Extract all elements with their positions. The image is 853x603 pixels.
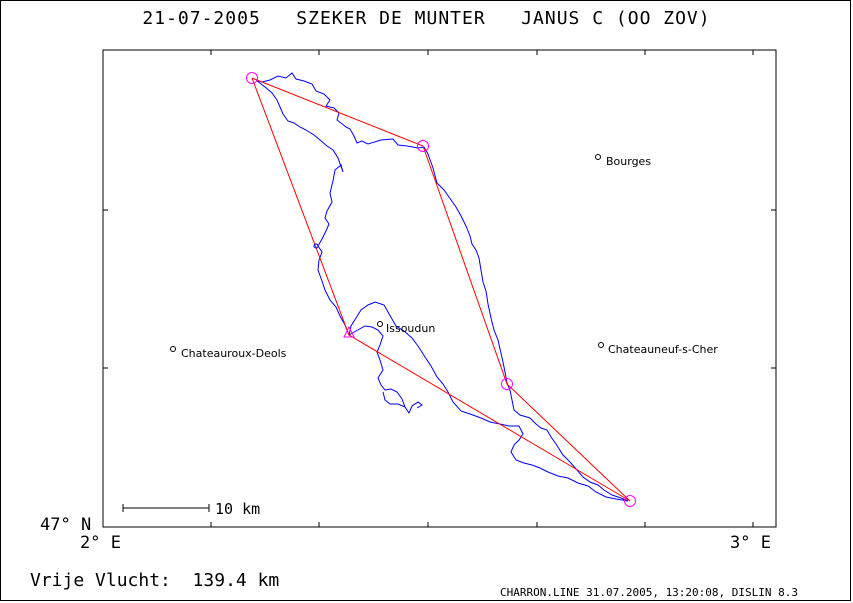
task-route bbox=[252, 78, 630, 501]
latitude-label: 47° N bbox=[40, 515, 91, 535]
city-marker-chateauroux bbox=[171, 347, 176, 352]
city-label-bourges: Bourges bbox=[606, 155, 651, 168]
scale-label: 10 km bbox=[215, 500, 260, 518]
city-label-chateauneuf: Chateauneuf-s-Cher bbox=[608, 343, 718, 356]
longitude-left-label: 2° E bbox=[80, 533, 121, 553]
free-flight-distance: Vrije Vlucht: 139.4 km bbox=[30, 570, 279, 591]
city-marker-bourges bbox=[596, 155, 601, 160]
credit-line: CHARRON.LINE 31.07.2005, 13:20:08, DISLI… bbox=[500, 586, 798, 599]
flight-track bbox=[256, 73, 628, 501]
city-label-issoudun: Issoudun bbox=[386, 322, 435, 335]
city-marker-issoudun bbox=[378, 322, 383, 327]
plot-border bbox=[103, 50, 776, 527]
city-marker-chateauneuf bbox=[599, 343, 604, 348]
longitude-right-label: 3° E bbox=[730, 533, 771, 553]
city-label-chateauroux: Chateauroux-Deols bbox=[181, 347, 287, 360]
